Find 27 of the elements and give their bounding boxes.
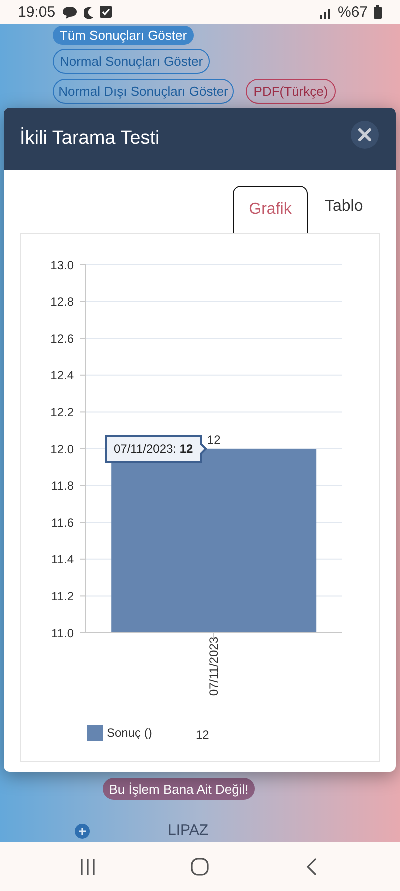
- y-tick-label: 12.6: [50, 332, 74, 346]
- x-tick-label: 07/11/2023: [207, 636, 221, 696]
- text: %67: [338, 4, 368, 21]
- text: 12: [196, 728, 210, 742]
- y-tick-label: 12.2: [50, 405, 74, 420]
- text: Tablo: [325, 198, 364, 215]
- y-tick-label: 11.0: [52, 626, 74, 640]
- text: 19:05: [18, 4, 56, 21]
- y-tick-label: 12.0: [50, 442, 74, 456]
- chart-title: İkili Tarama Testi: [20, 128, 160, 149]
- y-tick-label: 11.4: [52, 552, 74, 567]
- text: LIPAZ: [168, 822, 209, 839]
- text: PDF(Türkçe): [254, 84, 328, 99]
- y-tick-label: 11.8: [52, 479, 74, 494]
- y-tick-label: 12.8: [50, 295, 74, 310]
- y-tick-label: 13.0: [50, 258, 74, 272]
- data-label: 12: [207, 433, 222, 447]
- legend-label: Sonuç (): [107, 726, 152, 740]
- text: Normal Sonuçları Göster: [60, 54, 204, 69]
- y-tick-label: 11.6: [52, 516, 74, 530]
- annotation: 07/11/2023: 12: [114, 442, 194, 456]
- y-tick-label: 12.4: [50, 368, 74, 383]
- y-tick-label: 11.2: [52, 589, 74, 604]
- text: Normal Dışı Sonuçları Göster: [58, 84, 228, 99]
- text: Grafik: [249, 201, 292, 219]
- text: Tüm Sonuçları Göster: [60, 28, 188, 43]
- text: Bu İşlem Bana Ait Değil!: [109, 782, 249, 796]
